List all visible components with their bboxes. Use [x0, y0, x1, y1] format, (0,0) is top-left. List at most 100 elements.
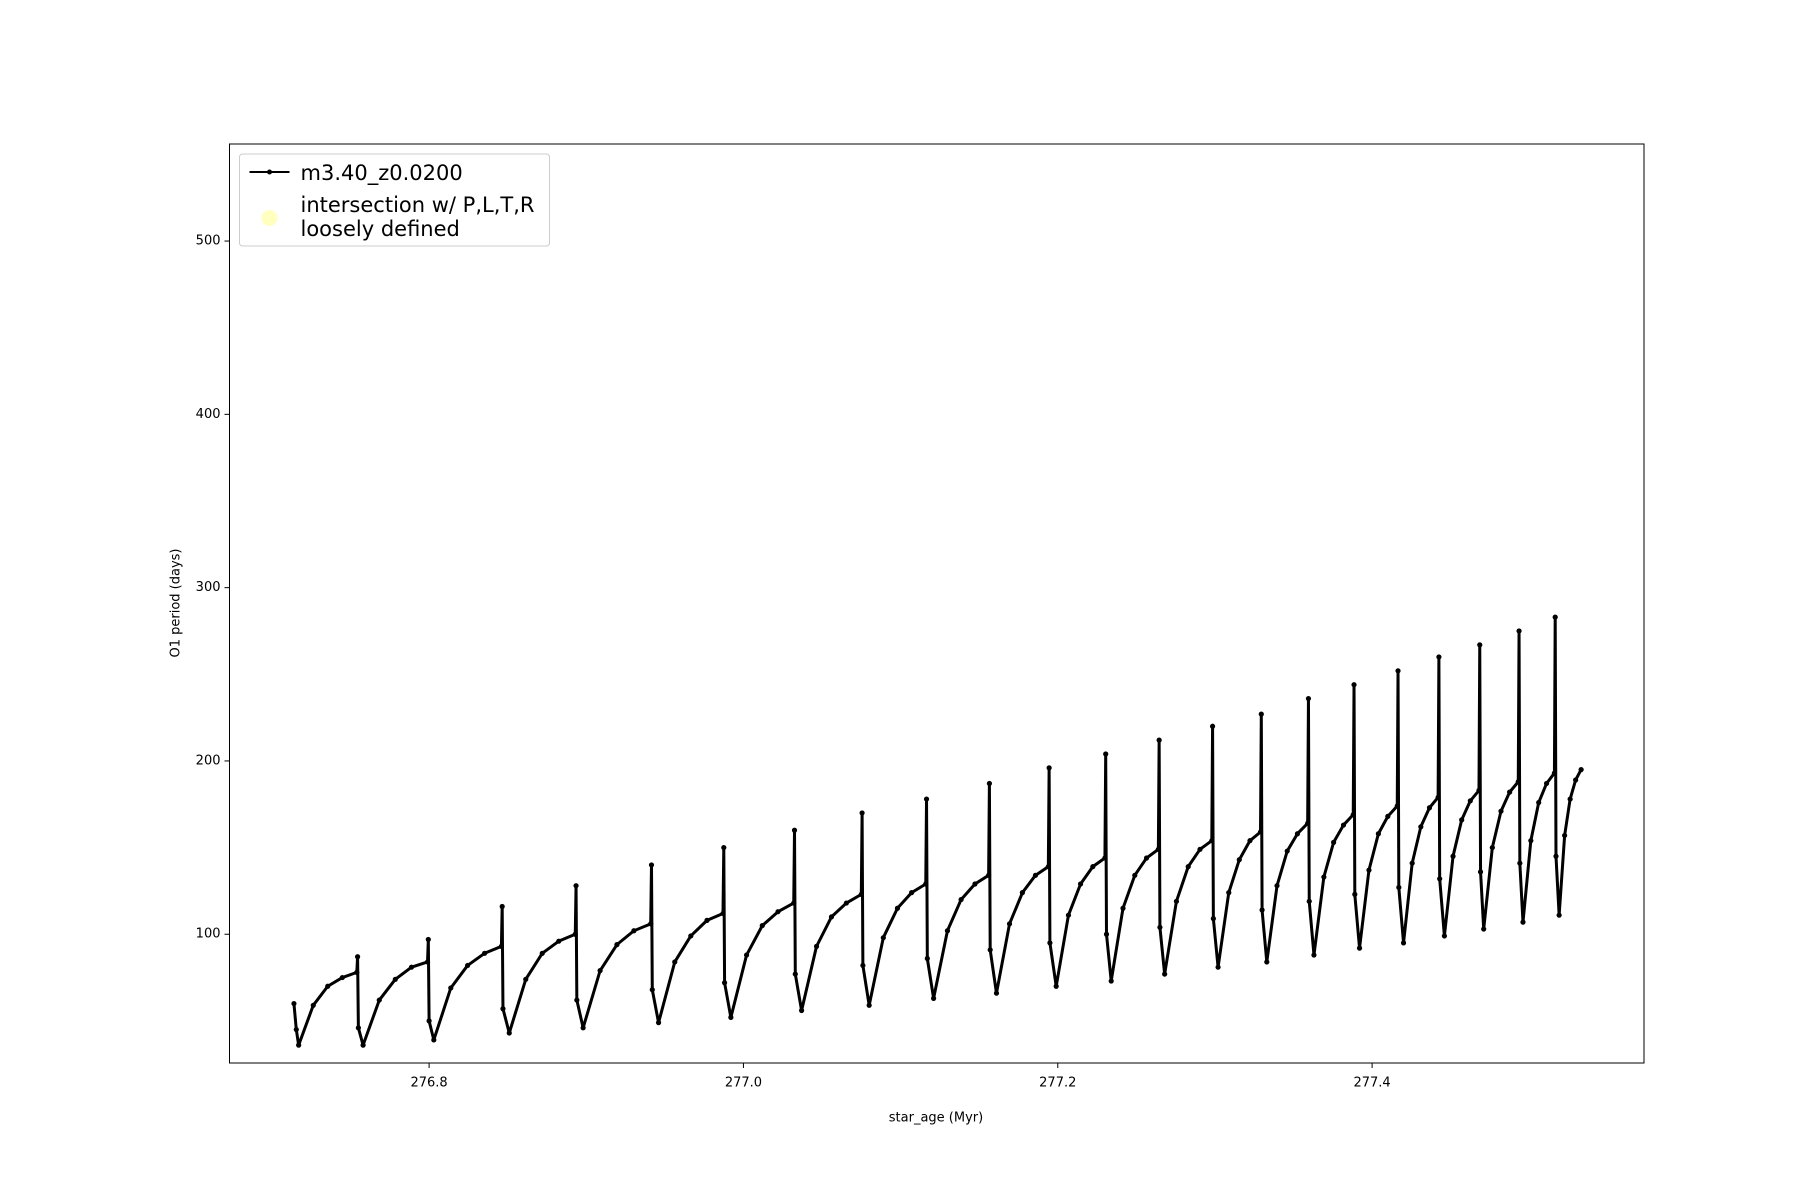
series-marker [1032, 872, 1039, 878]
series-marker [721, 844, 727, 851]
series-marker [296, 1042, 302, 1048]
legend-label: m3.40_z0.0200 [301, 161, 463, 186]
series-marker [1385, 813, 1391, 819]
series-marker [798, 1007, 805, 1014]
series-marker [1045, 864, 1051, 870]
series-marker [648, 862, 655, 868]
series-marker [1394, 803, 1400, 809]
series-marker [1157, 924, 1163, 930]
series-marker [791, 827, 798, 833]
series-marker [426, 1018, 432, 1024]
series-marker [354, 954, 361, 960]
series-marker [1305, 695, 1312, 702]
series-marker [1274, 883, 1280, 889]
series-marker [339, 974, 345, 981]
y-tick-label: 400 [196, 407, 221, 422]
series-marker [923, 881, 929, 887]
series-marker [1517, 860, 1523, 866]
series-marker [1375, 831, 1381, 837]
series-marker [1226, 890, 1232, 896]
series-marker [355, 1025, 361, 1031]
series-marker [408, 964, 415, 970]
series-marker [880, 935, 886, 941]
plot-frame [229, 143, 1645, 1064]
series-marker [986, 780, 993, 787]
series-marker [506, 1030, 512, 1036]
series-marker [1418, 824, 1424, 830]
series-marker [1077, 881, 1084, 887]
series-marker [1047, 940, 1053, 946]
series-marker [944, 928, 951, 934]
series-marker [539, 950, 545, 956]
series-marker [1185, 864, 1191, 870]
series-marker [1046, 765, 1052, 771]
series-marker [1459, 817, 1465, 823]
y-tick-label: 100 [196, 927, 221, 942]
series-marker [1215, 964, 1221, 970]
y-tick-label: 200 [196, 753, 221, 768]
series-marker [1209, 838, 1215, 844]
series-marker [1120, 905, 1126, 911]
y-axis-label: O1 period (days) [169, 548, 184, 657]
series-marker [1441, 933, 1447, 939]
series-marker [1477, 869, 1484, 875]
series-marker [1552, 614, 1558, 620]
series-marker [1435, 794, 1441, 800]
series-marker [759, 922, 765, 929]
series-marker [1395, 668, 1401, 674]
series-marker [1103, 931, 1110, 937]
series-marker [1536, 799, 1542, 806]
series-marker [1350, 812, 1356, 818]
series-marker [1102, 855, 1108, 861]
legend-marker [261, 210, 278, 226]
series-marker [1551, 770, 1558, 776]
series-marker [1236, 857, 1242, 863]
series-marker [1396, 884, 1402, 891]
series-marker [1436, 654, 1442, 660]
series-marker [1108, 978, 1114, 984]
series-marker [813, 943, 820, 949]
series-marker [648, 921, 654, 927]
series-marker [1311, 952, 1317, 958]
series-marker [1006, 921, 1013, 927]
series-marker [1259, 907, 1265, 913]
series-marker [597, 968, 603, 974]
legend-box [239, 153, 550, 247]
series-marker [1173, 898, 1180, 904]
series-marker [614, 942, 620, 948]
series-marker [573, 883, 579, 889]
series-marker [1400, 940, 1407, 946]
series-marker [1553, 853, 1559, 859]
series-marker [828, 914, 835, 920]
series-marker [1340, 822, 1347, 828]
x-tick-label: 276.8 [410, 1076, 447, 1091]
series-marker [1426, 805, 1433, 811]
x-tick-label: 277.4 [1353, 1076, 1390, 1091]
series-marker [909, 890, 915, 896]
series-marker [448, 985, 454, 991]
series-marker [360, 1042, 366, 1048]
series-marker [923, 796, 930, 802]
series-marker [860, 962, 866, 969]
series-marker [792, 971, 798, 977]
series-marker [291, 1000, 297, 1007]
series-marker [1351, 682, 1357, 688]
series-marker [481, 950, 488, 956]
series-marker [293, 1026, 299, 1033]
series-marker [924, 955, 930, 962]
series-marker [499, 903, 505, 910]
series-marker [649, 987, 655, 993]
series-marker [1437, 876, 1443, 882]
series-marker [1210, 916, 1216, 922]
series-marker [1258, 711, 1264, 717]
x-tick-label: 277.0 [725, 1076, 762, 1091]
series-marker [1578, 767, 1584, 773]
series-marker [721, 980, 728, 986]
series-marker [931, 995, 937, 1001]
series-marker [1155, 846, 1161, 852]
series-marker [325, 983, 331, 989]
series-marker [1573, 777, 1579, 783]
series-marker [1132, 872, 1138, 878]
series-marker [858, 891, 864, 897]
series-marker [1567, 796, 1573, 802]
